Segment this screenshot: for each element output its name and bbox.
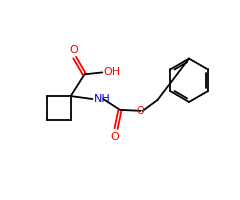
Text: O: O — [69, 45, 78, 55]
Text: OH: OH — [103, 67, 120, 77]
Text: O: O — [111, 132, 120, 142]
Text: O: O — [137, 106, 144, 116]
Text: NH: NH — [94, 94, 111, 104]
